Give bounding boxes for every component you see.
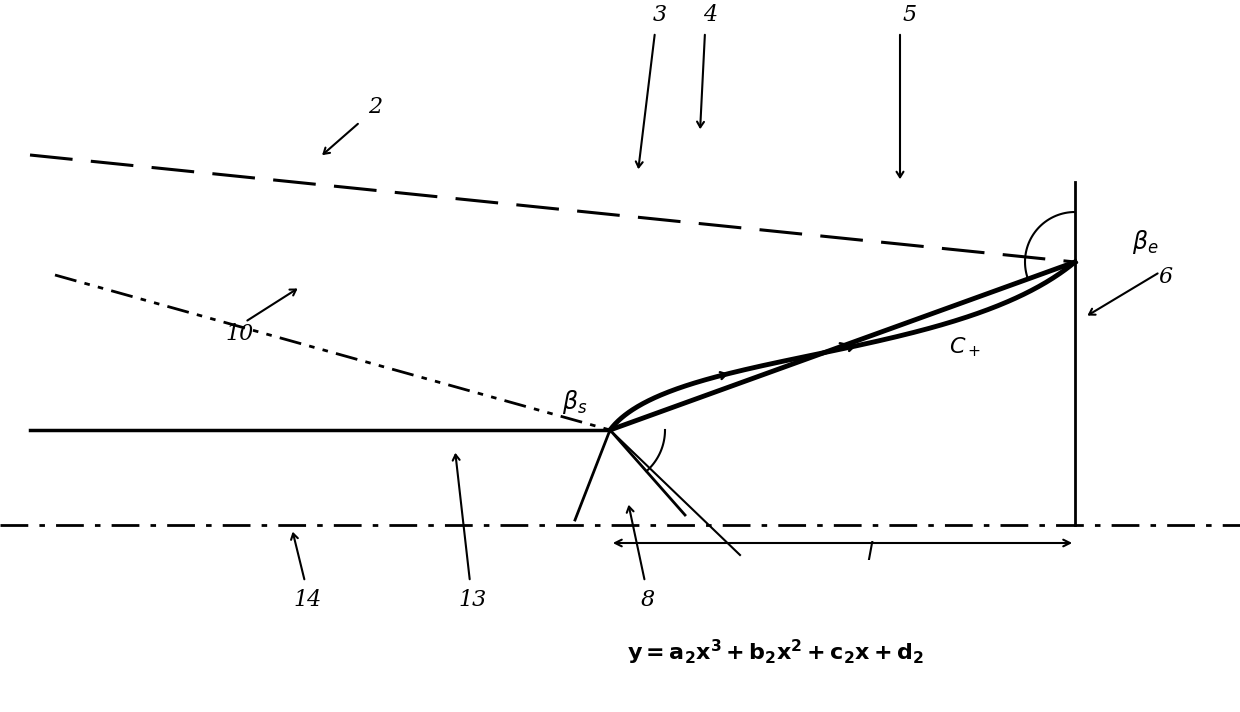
Text: 3: 3 [653,4,667,26]
Text: 10: 10 [226,323,254,345]
Text: 8: 8 [641,589,655,611]
Text: $\beta_e$: $\beta_e$ [1132,228,1158,256]
Text: 6: 6 [1158,266,1172,288]
Text: 14: 14 [294,589,322,611]
Text: 2: 2 [368,96,382,118]
Text: $\beta_s$: $\beta_s$ [562,388,588,416]
Text: $\mathbf{y=a_2x^3+b_2x^2+c_2x+d_2}$: $\mathbf{y=a_2x^3+b_2x^2+c_2x+d_2}$ [626,637,924,666]
Text: 13: 13 [459,589,487,611]
Text: 5: 5 [903,4,918,26]
Text: 4: 4 [703,4,717,26]
Text: $C_+$: $C_+$ [949,335,981,359]
Text: $l$: $l$ [866,543,874,565]
